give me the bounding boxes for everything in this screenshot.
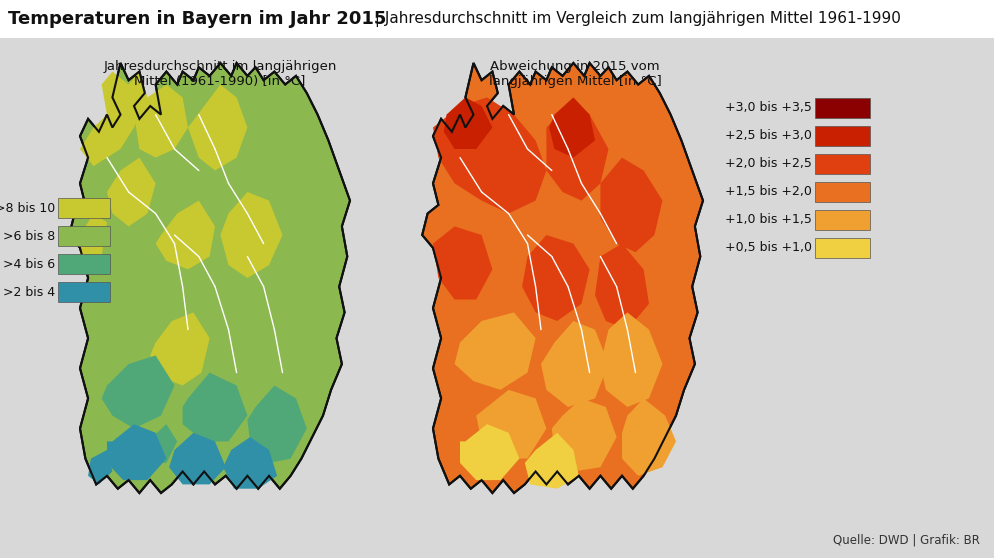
Polygon shape: [622, 398, 676, 476]
Polygon shape: [476, 390, 547, 459]
Polygon shape: [183, 373, 248, 441]
Text: | Jahresdurchschnitt im Vergleich zum langjährigen Mittel 1961-1990: | Jahresdurchschnitt im Vergleich zum la…: [370, 11, 901, 27]
Text: >8 bis 10: >8 bis 10: [0, 201, 55, 214]
Text: Temperaturen in Bayern im Jahr 2015: Temperaturen in Bayern im Jahr 2015: [8, 10, 387, 28]
Text: +3,0 bis +3,5: +3,0 bis +3,5: [726, 102, 812, 114]
Bar: [815, 182, 870, 202]
Polygon shape: [107, 424, 166, 480]
Bar: [815, 126, 870, 146]
Polygon shape: [88, 450, 112, 484]
Polygon shape: [422, 63, 703, 493]
Bar: [0, 0, 994, 38]
Polygon shape: [223, 437, 277, 489]
Polygon shape: [433, 98, 547, 214]
Text: +0,5 bis +1,0: +0,5 bis +1,0: [725, 242, 812, 254]
Polygon shape: [454, 312, 536, 390]
Text: >4 bis 6: >4 bis 6: [3, 257, 55, 271]
Polygon shape: [541, 321, 608, 407]
Polygon shape: [552, 398, 616, 472]
Bar: [58, 226, 110, 246]
Polygon shape: [460, 424, 520, 480]
Polygon shape: [169, 433, 226, 484]
Polygon shape: [522, 235, 589, 321]
Bar: [815, 238, 870, 258]
Polygon shape: [107, 157, 156, 227]
Text: +1,0 bis +1,5: +1,0 bis +1,5: [726, 214, 812, 227]
Text: Quelle: DWD | Grafik: BR: Quelle: DWD | Grafik: BR: [833, 533, 980, 546]
Text: +1,5 bis +2,0: +1,5 bis +2,0: [726, 185, 812, 199]
Bar: [58, 282, 110, 302]
Text: Abweichung in 2015 vom
langjährigen Mittel [in °C]: Abweichung in 2015 vom langjährigen Mitt…: [489, 60, 661, 88]
Text: +2,5 bis +3,0: +2,5 bis +3,0: [726, 129, 812, 142]
Polygon shape: [156, 200, 215, 270]
Polygon shape: [150, 312, 210, 386]
Polygon shape: [80, 214, 107, 270]
Polygon shape: [147, 424, 177, 463]
Text: +2,0 bis +2,5: +2,0 bis +2,5: [726, 157, 812, 171]
Polygon shape: [525, 433, 579, 489]
Bar: [815, 210, 870, 230]
Polygon shape: [70, 63, 350, 493]
Polygon shape: [221, 192, 282, 278]
Polygon shape: [433, 227, 492, 300]
Polygon shape: [549, 98, 595, 157]
Text: >6 bis 8: >6 bis 8: [3, 229, 55, 243]
Polygon shape: [600, 312, 662, 407]
Bar: [58, 198, 110, 218]
Polygon shape: [80, 71, 147, 166]
Polygon shape: [134, 84, 188, 157]
Bar: [58, 254, 110, 274]
Bar: [815, 154, 870, 174]
Bar: [815, 98, 870, 118]
Polygon shape: [547, 106, 608, 200]
Polygon shape: [443, 98, 492, 149]
Text: >2 bis 4: >2 bis 4: [3, 286, 55, 299]
Polygon shape: [248, 386, 307, 463]
Text: Jahresdurchschnitt im langjährigen
Mittel (1961-1990) [in °C]: Jahresdurchschnitt im langjährigen Mitte…: [103, 60, 337, 88]
Polygon shape: [600, 157, 662, 252]
Polygon shape: [188, 84, 248, 171]
Polygon shape: [595, 244, 649, 330]
Polygon shape: [101, 355, 175, 429]
